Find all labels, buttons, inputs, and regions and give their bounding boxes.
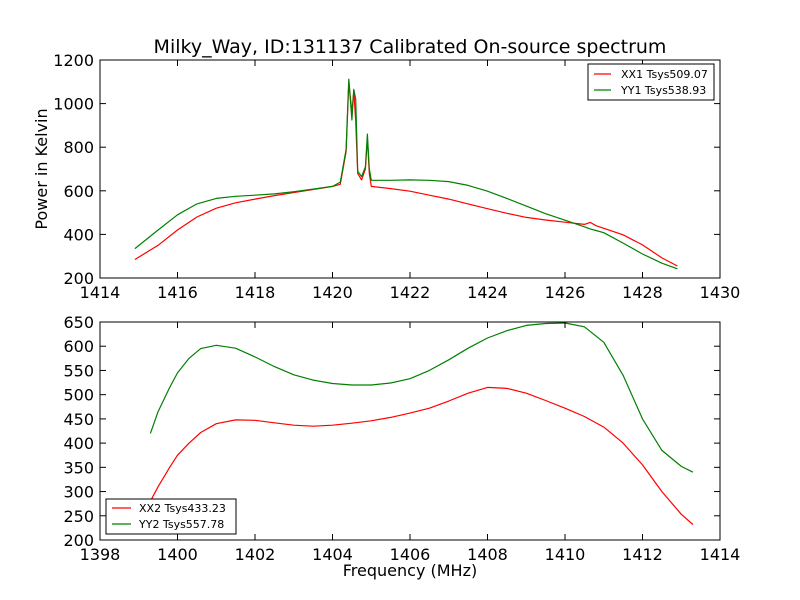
bottom-x-tick-label: 1402 (235, 545, 276, 564)
top-y-tick-label: 200 (63, 269, 94, 288)
bottom-y-tick-label: 650 (63, 313, 94, 332)
bottom-y-tick-label: 600 (63, 337, 94, 356)
bottom-x-tick-label: 1398 (80, 545, 121, 564)
bottom-legend-label-yy2: YY2 Tsys557.78 (138, 518, 224, 531)
top-x-tick-label: 1428 (622, 283, 663, 302)
top-y-tick-label: 1000 (53, 95, 94, 114)
top-legend-box (587, 63, 715, 101)
bottom-legend-label-xx2: XX2 Tsys433.23 (139, 502, 226, 515)
bottom-axis-ticks: 1398 1400 1402 1404 1406 1408 1410 1412 1414 200 2… (63, 313, 740, 564)
top-legend-label-xx1: XX1 Tsys509.07 (621, 68, 708, 81)
top-x-tick-label: 1416 (157, 283, 198, 302)
top-legend-label-yy1: YY1 Tsys538.93 (620, 84, 706, 97)
bottom-y-tick-label: 250 (63, 507, 94, 526)
bottom-series-line-2 (149, 322, 694, 473)
top-y-tick-label: 800 (63, 138, 94, 157)
bottom-y-tick-label: 500 (63, 386, 94, 405)
top-y-axis-label: Power in Kelvin (32, 108, 51, 229)
top-x-tick-label: 1422 (390, 283, 431, 302)
top-x-tick-label: 1414 (80, 283, 121, 302)
bottom-subplot: Frequency (MHz) 1398 1400 1402 1404 1406 1408… (63, 313, 740, 580)
top-subplot: Milky_Way, ID:131137 Calibrated On-sourc… (32, 36, 740, 302)
top-x-tick-label: 1426 (545, 283, 586, 302)
top-x-tick-label: 1430 (700, 283, 741, 302)
bottom-series-line-1 (149, 386, 694, 525)
bottom-y-tick-label: 450 (63, 410, 94, 429)
bottom-x-axis-label: Frequency (MHz) (343, 561, 477, 580)
top-legend: XX1 Tsys509.07 YY1 Tsys538.93 (587, 63, 715, 101)
top-y-tick-label: 400 (63, 225, 94, 244)
bottom-x-tick-label: 1412 (622, 545, 663, 564)
bottom-x-tick-label: 1400 (157, 545, 198, 564)
bottom-y-tick-label: 350 (63, 458, 94, 477)
top-series-line-2 (134, 78, 678, 270)
bottom-x-tick-label: 1406 (390, 545, 431, 564)
bottom-y-tick-label: 550 (63, 361, 94, 380)
bottom-x-tick-label: 1404 (312, 545, 353, 564)
bottom-y-tick-label: 200 (63, 531, 94, 550)
bottom-x-tick-label: 1414 (700, 545, 741, 564)
top-x-tick-label: 1420 (312, 283, 353, 302)
bottom-y-tick-label: 400 (63, 434, 94, 453)
top-y-tick-label: 600 (63, 182, 94, 201)
top-chart-title: Milky_Way, ID:131137 Calibrated On-sourc… (154, 36, 667, 58)
top-x-tick-label: 1424 (467, 283, 508, 302)
bottom-legend-box (105, 498, 237, 535)
bottom-legend: XX2 Tsys433.23 YY2 Tsys557.78 (105, 498, 237, 535)
top-axis-ticks: 1414 1416 1418 1420 1422 1424 1426 1428 1430 200 4… (53, 51, 740, 302)
top-series-group (134, 78, 678, 270)
bottom-x-tick-label: 1410 (545, 545, 586, 564)
top-x-tick-label: 1418 (235, 283, 276, 302)
bottom-x-tick-label: 1408 (467, 545, 508, 564)
bottom-series-group (149, 322, 694, 525)
top-y-tick-label: 1200 (53, 51, 94, 70)
bottom-y-tick-label: 300 (63, 483, 94, 502)
